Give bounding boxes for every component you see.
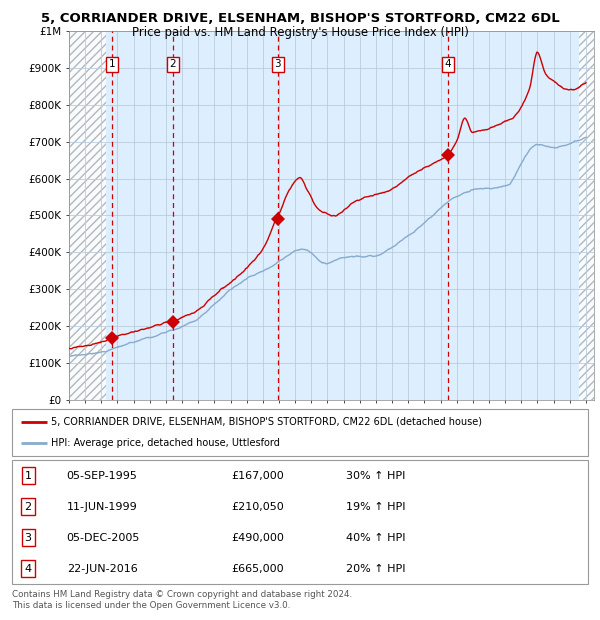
- Text: 3: 3: [274, 59, 281, 69]
- Text: 3: 3: [25, 533, 32, 542]
- Text: Contains HM Land Registry data © Crown copyright and database right 2024.
This d: Contains HM Land Registry data © Crown c…: [12, 590, 352, 609]
- Text: 2: 2: [25, 502, 32, 512]
- Text: 05-SEP-1995: 05-SEP-1995: [67, 471, 137, 480]
- Text: 1: 1: [109, 59, 115, 69]
- Text: 4: 4: [25, 564, 32, 574]
- Text: £665,000: £665,000: [231, 564, 284, 574]
- Text: 11-JUN-1999: 11-JUN-1999: [67, 502, 137, 512]
- Text: £210,050: £210,050: [231, 502, 284, 512]
- Text: 19% ↑ HPI: 19% ↑ HPI: [346, 502, 406, 512]
- Text: 1: 1: [25, 471, 32, 480]
- Text: 30% ↑ HPI: 30% ↑ HPI: [346, 471, 406, 480]
- Text: 22-JUN-2016: 22-JUN-2016: [67, 564, 137, 574]
- FancyBboxPatch shape: [12, 460, 588, 584]
- Text: 5, CORRIANDER DRIVE, ELSENHAM, BISHOP'S STORTFORD, CM22 6DL: 5, CORRIANDER DRIVE, ELSENHAM, BISHOP'S …: [41, 12, 559, 25]
- Text: 40% ↑ HPI: 40% ↑ HPI: [346, 533, 406, 542]
- Text: £490,000: £490,000: [231, 533, 284, 542]
- Text: HPI: Average price, detached house, Uttlesford: HPI: Average price, detached house, Uttl…: [51, 438, 280, 448]
- Text: 2: 2: [170, 59, 176, 69]
- Text: 20% ↑ HPI: 20% ↑ HPI: [346, 564, 406, 574]
- Bar: [69, 31, 106, 400]
- Text: 05-DEC-2005: 05-DEC-2005: [67, 533, 140, 542]
- Text: 4: 4: [445, 59, 451, 69]
- Text: 5, CORRIANDER DRIVE, ELSENHAM, BISHOP'S STORTFORD, CM22 6DL (detached house): 5, CORRIANDER DRIVE, ELSENHAM, BISHOP'S …: [51, 417, 482, 427]
- FancyBboxPatch shape: [12, 409, 588, 456]
- Text: Price paid vs. HM Land Registry's House Price Index (HPI): Price paid vs. HM Land Registry's House …: [131, 26, 469, 39]
- Bar: [580, 31, 594, 400]
- Text: £167,000: £167,000: [231, 471, 284, 480]
